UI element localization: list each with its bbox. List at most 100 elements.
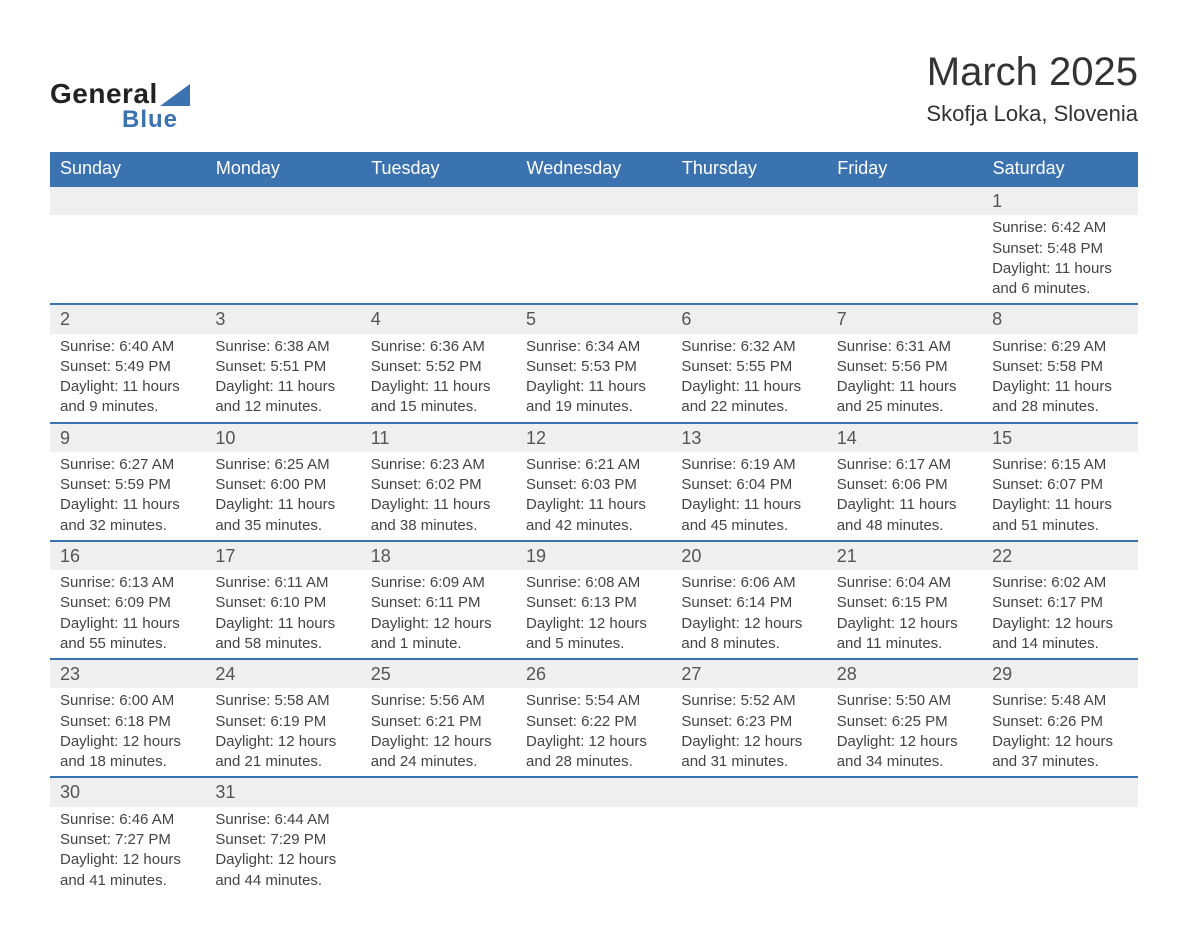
day-number: 1 [982,187,1137,215]
day-number: 2 [50,305,205,333]
sunrise-text: Sunrise: 6:34 AM [526,337,661,357]
day-number-cell [361,777,516,806]
day-number: 28 [827,660,982,688]
calendar-table: SundayMondayTuesdayWednesdayThursdayFrid… [50,152,1138,895]
daylight-text: Daylight: 11 hours and 32 minutes. [60,495,195,536]
day-body-cell [361,215,516,304]
sunrise-text: Sunrise: 5:54 AM [526,691,661,711]
day-number: 9 [50,424,205,452]
day-number-cell: 30 [50,777,205,806]
daylight-text: Daylight: 11 hours and 9 minutes. [60,377,195,418]
sunset-text: Sunset: 5:53 PM [526,357,661,377]
day-body-cell: Sunrise: 6:00 AMSunset: 6:18 PMDaylight:… [50,688,205,777]
day-body-cell: Sunrise: 6:11 AMSunset: 6:10 PMDaylight:… [205,570,360,659]
day-number: 25 [361,660,516,688]
day-body-cell [516,807,671,895]
weekday-header: Friday [827,152,982,186]
day-number-cell: 14 [827,423,982,452]
day-body-cell: Sunrise: 5:56 AMSunset: 6:21 PMDaylight:… [361,688,516,777]
daylight-text: Daylight: 12 hours and 34 minutes. [837,732,972,773]
sunrise-text: Sunrise: 6:44 AM [215,810,350,830]
sunset-text: Sunset: 5:51 PM [215,357,350,377]
sunset-text: Sunset: 6:25 PM [837,712,972,732]
day-number: 5 [516,305,671,333]
day-number-cell: 8 [982,304,1137,333]
day-body-cell [671,215,826,304]
day-body-cell: Sunrise: 6:44 AMSunset: 7:29 PMDaylight:… [205,807,360,895]
day-number: 22 [982,542,1137,570]
sunrise-text: Sunrise: 5:52 AM [681,691,816,711]
day-body-cell: Sunrise: 6:15 AMSunset: 6:07 PMDaylight:… [982,452,1137,541]
day-number: 11 [361,424,516,452]
sunset-text: Sunset: 6:22 PM [526,712,661,732]
sunset-text: Sunset: 6:10 PM [215,593,350,613]
day-number-cell: 10 [205,423,360,452]
day-body-cell: Sunrise: 6:06 AMSunset: 6:14 PMDaylight:… [671,570,826,659]
day-number-cell: 16 [50,541,205,570]
sunset-text: Sunset: 6:15 PM [837,593,972,613]
day-body-cell: Sunrise: 6:09 AMSunset: 6:11 PMDaylight:… [361,570,516,659]
sunrise-text: Sunrise: 6:36 AM [371,337,506,357]
logo: General Blue [50,78,190,134]
sunset-text: Sunset: 6:09 PM [60,593,195,613]
day-body-cell: Sunrise: 6:02 AMSunset: 6:17 PMDaylight:… [982,570,1137,659]
sunset-text: Sunset: 5:52 PM [371,357,506,377]
daylight-text: Daylight: 11 hours and 58 minutes. [215,614,350,655]
sunset-text: Sunset: 6:03 PM [526,475,661,495]
daylight-text: Daylight: 12 hours and 21 minutes. [215,732,350,773]
day-number-cell: 15 [982,423,1137,452]
day-body-cell [671,807,826,895]
daylight-text: Daylight: 12 hours and 18 minutes. [60,732,195,773]
day-number: 15 [982,424,1137,452]
logo-triangle-icon [160,84,190,106]
sunset-text: Sunset: 5:49 PM [60,357,195,377]
day-number-cell [516,777,671,806]
daylight-text: Daylight: 12 hours and 28 minutes. [526,732,661,773]
daylight-text: Daylight: 11 hours and 25 minutes. [837,377,972,418]
sunrise-text: Sunrise: 6:25 AM [215,455,350,475]
day-number: 31 [205,778,360,806]
sunrise-text: Sunrise: 6:09 AM [371,573,506,593]
calendar-header-row: SundayMondayTuesdayWednesdayThursdayFrid… [50,152,1138,186]
day-body-cell [516,215,671,304]
day-body-cell: Sunrise: 6:17 AMSunset: 6:06 PMDaylight:… [827,452,982,541]
weekday-header: Wednesday [516,152,671,186]
daylight-text: Daylight: 11 hours and 48 minutes. [837,495,972,536]
daylight-text: Daylight: 12 hours and 5 minutes. [526,614,661,655]
sunrise-text: Sunrise: 6:21 AM [526,455,661,475]
day-number-cell: 11 [361,423,516,452]
daylight-text: Daylight: 11 hours and 35 minutes. [215,495,350,536]
daylight-text: Daylight: 11 hours and 38 minutes. [371,495,506,536]
day-number: 16 [50,542,205,570]
daylight-text: Daylight: 12 hours and 11 minutes. [837,614,972,655]
day-number-cell: 5 [516,304,671,333]
day-number: 24 [205,660,360,688]
day-number-cell: 26 [516,659,671,688]
day-number: 23 [50,660,205,688]
day-number: 21 [827,542,982,570]
sunset-text: Sunset: 6:17 PM [992,593,1127,613]
day-number: 19 [516,542,671,570]
day-number-cell: 27 [671,659,826,688]
daylight-text: Daylight: 12 hours and 24 minutes. [371,732,506,773]
day-number: 18 [361,542,516,570]
day-number-cell: 3 [205,304,360,333]
sunset-text: Sunset: 6:11 PM [371,593,506,613]
daylight-text: Daylight: 12 hours and 1 minute. [371,614,506,655]
day-body-cell: Sunrise: 6:08 AMSunset: 6:13 PMDaylight:… [516,570,671,659]
daylight-text: Daylight: 12 hours and 8 minutes. [681,614,816,655]
daylight-text: Daylight: 11 hours and 6 minutes. [992,259,1127,300]
day-body-cell: Sunrise: 6:36 AMSunset: 5:52 PMDaylight:… [361,334,516,423]
daylight-text: Daylight: 12 hours and 14 minutes. [992,614,1127,655]
sunset-text: Sunset: 6:06 PM [837,475,972,495]
day-body-cell [361,807,516,895]
title-block: March 2025 Skofja Loka, Slovenia [926,50,1138,127]
day-body-cell [982,807,1137,895]
sunrise-text: Sunrise: 6:19 AM [681,455,816,475]
day-body-cell: Sunrise: 6:31 AMSunset: 5:56 PMDaylight:… [827,334,982,423]
sunset-text: Sunset: 6:00 PM [215,475,350,495]
day-body-cell: Sunrise: 6:38 AMSunset: 5:51 PMDaylight:… [205,334,360,423]
sunset-text: Sunset: 6:14 PM [681,593,816,613]
day-number-cell: 13 [671,423,826,452]
day-number-cell: 19 [516,541,671,570]
